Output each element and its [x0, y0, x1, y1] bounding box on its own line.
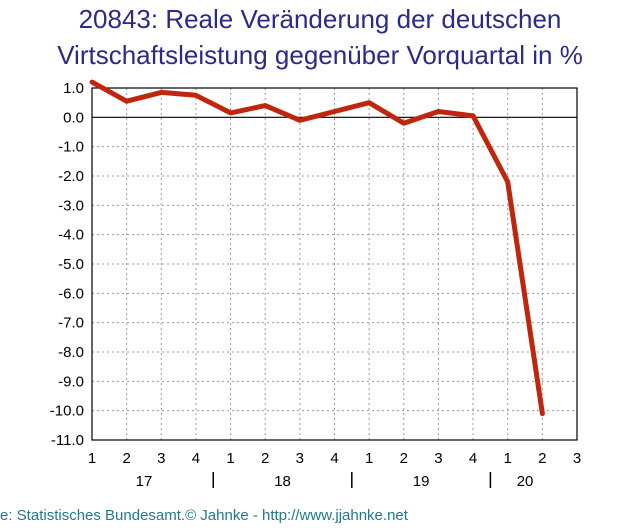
y-tick-label: -3.0 [58, 197, 84, 214]
y-tick-label: -9.0 [58, 373, 84, 390]
source-note: e: Statistisches Bundesamt.© Jahnke - ht… [0, 507, 408, 524]
x-tick-label: 2 [122, 450, 130, 467]
year-label: 19 [413, 473, 430, 490]
y-tick-label: -2.0 [58, 168, 84, 185]
x-tick-label: 3 [573, 450, 581, 467]
year-label: 18 [274, 473, 291, 490]
y-tick-label: -6.0 [58, 285, 84, 302]
chart-title: 20843: Reale Veränderung der deutschen [78, 4, 562, 34]
year-label: 17 [136, 473, 153, 490]
x-tick-label: 3 [157, 450, 165, 467]
y-tick-label: 1.0 [63, 80, 84, 97]
y-tick-label: 0.0 [63, 109, 84, 126]
y-tick-label: -8.0 [58, 344, 84, 361]
x-tick-label: 1 [504, 450, 512, 467]
series-line [89, 79, 545, 417]
chart-subtitle: Virtschaftsleistung gegenüber Vorquartal… [57, 40, 583, 70]
y-tick-label: -10.0 [50, 403, 84, 420]
year-label: 20 [517, 473, 534, 490]
y-tick-label: -1.0 [58, 139, 84, 156]
y-tick-label: -7.0 [58, 315, 84, 332]
x-tick-label: 4 [469, 450, 477, 467]
x-tick-label: 1 [365, 450, 373, 467]
x-tick-label: 4 [192, 450, 200, 467]
y-tick-label: -11.0 [51, 432, 84, 449]
x-tick-label: 4 [330, 450, 338, 467]
x-tick-label: 1 [88, 450, 96, 467]
plot-frame [91, 87, 578, 441]
x-tick-label: 2 [538, 450, 546, 467]
x-tick-label: 3 [434, 450, 442, 467]
x-tick-label: 2 [400, 450, 408, 467]
x-tick-label: 1 [226, 450, 234, 467]
y-tick-label: -5.0 [58, 256, 84, 273]
x-tick-label: 2 [261, 450, 269, 467]
x-tick-label: 3 [296, 450, 304, 467]
y-tick-label: -4.0 [58, 227, 84, 244]
